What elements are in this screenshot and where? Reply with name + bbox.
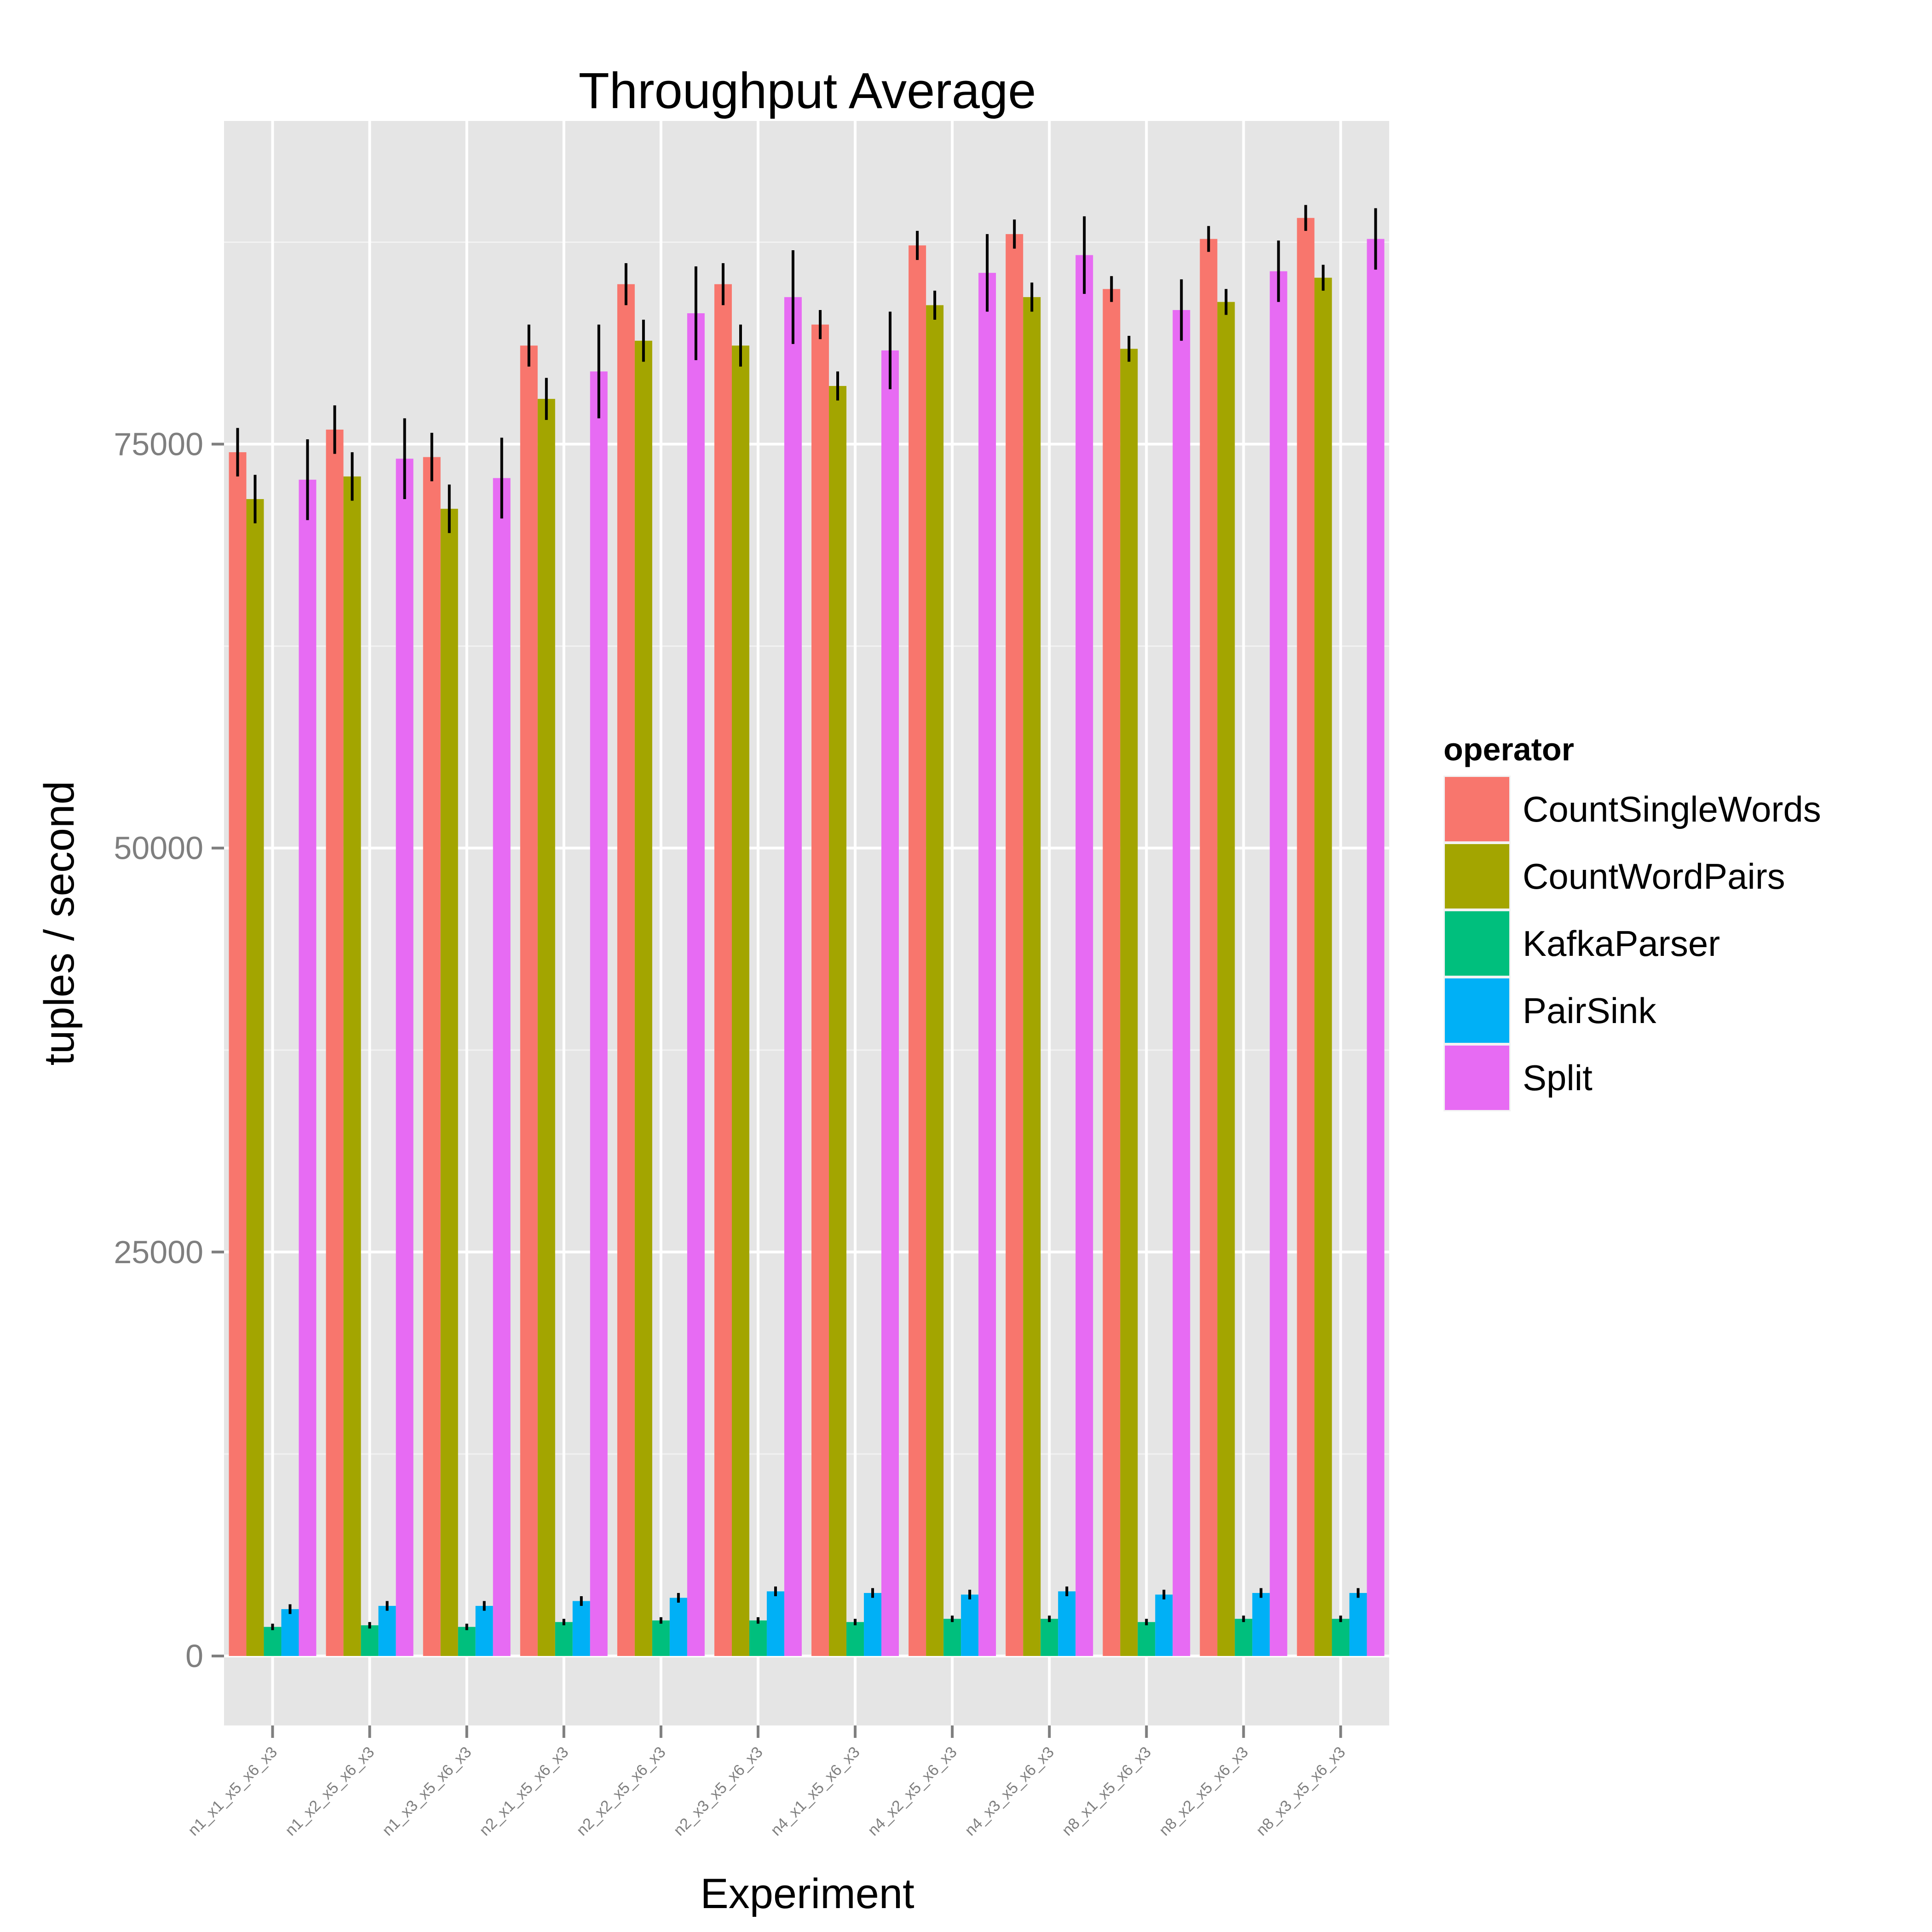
bar [326, 429, 344, 1656]
x-tick-label: n2_x1_x5_x6_x3 [476, 1743, 572, 1840]
bar [264, 1627, 282, 1656]
legend-swatch [1445, 777, 1509, 841]
grid-lines [224, 121, 1389, 1725]
legend-label: KafkaParser [1523, 923, 1720, 964]
bar [378, 1606, 396, 1656]
bar [669, 1598, 687, 1656]
x-axis-title: Experiment [700, 1870, 914, 1917]
legend-label: CountSingleWords [1523, 789, 1821, 829]
bar [864, 1593, 882, 1656]
bar [1120, 349, 1138, 1656]
bar [1138, 1622, 1156, 1656]
bar [766, 1591, 784, 1656]
bar [961, 1594, 979, 1656]
x-tick-label: n8_x1_x5_x6_x3 [1058, 1743, 1155, 1840]
bar [343, 476, 361, 1656]
legend-swatch [1445, 911, 1509, 976]
bar [978, 273, 996, 1656]
bar [475, 1606, 493, 1656]
bar [361, 1625, 379, 1656]
bar [652, 1620, 670, 1656]
bar [590, 371, 608, 1656]
bar [1155, 1594, 1173, 1656]
bar [555, 1622, 573, 1656]
bar [881, 350, 899, 1656]
x-tick-label: n2_x3_x5_x6_x3 [670, 1743, 766, 1840]
bar [846, 1622, 864, 1656]
bar [749, 1620, 767, 1656]
bar [458, 1627, 476, 1656]
bar [943, 1619, 961, 1656]
error-bars [236, 205, 1377, 1630]
bar [1297, 218, 1315, 1656]
bar [1349, 1593, 1367, 1656]
legend-label: PairSink [1523, 990, 1656, 1031]
y-tick-label: 0 [185, 1638, 203, 1674]
bar [714, 284, 732, 1656]
bar [1332, 1619, 1350, 1656]
y-axis: 0 25000 50000 75000 [114, 426, 224, 1674]
bar [1367, 239, 1385, 1656]
bar [1103, 289, 1121, 1656]
legend: operator CountSingleWords CountWordPairs K… [1443, 731, 1821, 1111]
bar [423, 457, 441, 1656]
bar [440, 509, 458, 1656]
y-axis-title: tuples / second [36, 781, 83, 1066]
bar [396, 459, 414, 1656]
bar [1023, 297, 1041, 1656]
y-tick-label: 50000 [114, 830, 203, 866]
legend-label: CountWordPairs [1523, 856, 1785, 897]
x-tick-label: n4_x2_x5_x6_x3 [864, 1743, 960, 1840]
bar [687, 313, 705, 1656]
bar [1235, 1619, 1253, 1656]
bar [829, 386, 847, 1656]
x-axis: n1_x1_x5_x6_x3 n1_x2_x5_x6_x3 n1_x3_x5_x6_… [185, 1725, 1349, 1839]
bar [1200, 239, 1218, 1656]
y-tick-label: 75000 [114, 426, 203, 462]
x-tick-label: n1_x2_x5_x6_x3 [282, 1743, 378, 1840]
bar [1173, 310, 1190, 1656]
bar [634, 340, 652, 1656]
x-tick-label: n8_x2_x5_x6_x3 [1156, 1743, 1252, 1840]
legend-title: operator [1443, 731, 1574, 767]
bar [1058, 1591, 1076, 1656]
bars [229, 218, 1385, 1656]
legend-label: Split [1523, 1058, 1593, 1098]
bar [229, 452, 247, 1656]
bar [299, 479, 316, 1656]
x-tick-label: n8_x3_x5_x6_x3 [1253, 1743, 1349, 1840]
chart-title: Throughput Average [579, 63, 1036, 119]
bar [617, 284, 635, 1656]
bar [784, 297, 802, 1656]
bar [246, 499, 264, 1656]
x-tick-label: n4_x1_x5_x6_x3 [767, 1743, 863, 1840]
bar [537, 399, 555, 1656]
legend-swatch [1445, 844, 1509, 908]
x-tick-label: n2_x2_x5_x6_x3 [573, 1743, 669, 1840]
legend-swatch [1445, 1046, 1509, 1110]
bar [281, 1609, 299, 1656]
bar [520, 345, 538, 1656]
x-tick-label: n1_x1_x5_x6_x3 [185, 1743, 281, 1840]
bar [811, 324, 829, 1656]
bar [493, 478, 511, 1656]
legend-swatch [1445, 978, 1509, 1043]
y-tick-label: 25000 [114, 1234, 203, 1270]
plot-panel [224, 121, 1389, 1725]
bar [1006, 234, 1024, 1656]
bar [1270, 271, 1288, 1656]
x-tick-label: n1_x3_x5_x6_x3 [379, 1743, 475, 1840]
bar [926, 305, 944, 1656]
bar [572, 1601, 590, 1656]
bar [731, 345, 749, 1656]
x-tick-label: n4_x3_x5_x6_x3 [961, 1743, 1058, 1840]
bar [1314, 277, 1332, 1656]
bar [1217, 302, 1235, 1656]
bar [1252, 1593, 1270, 1656]
bar [908, 245, 926, 1656]
bar [1075, 255, 1093, 1656]
bar [1041, 1619, 1058, 1656]
